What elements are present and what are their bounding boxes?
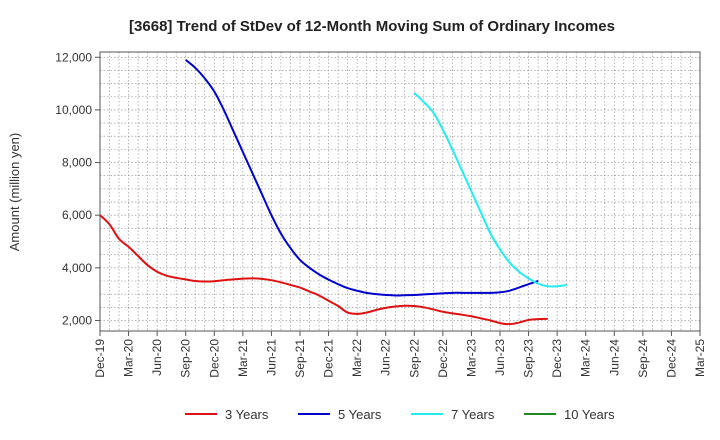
y-tick-label: 6,000	[62, 208, 92, 222]
legend-label-3: 7 Years	[451, 407, 495, 422]
x-tick-label: Dec-21	[322, 339, 336, 378]
series-line-1	[99, 214, 548, 326]
x-tick-label: Mar-23	[464, 339, 478, 377]
series-line-2	[185, 59, 539, 297]
x-tick-label: Jun-20	[150, 339, 164, 376]
y-tick-label: 10,000	[55, 103, 92, 117]
y-axis-label: Amount (million yen)	[7, 133, 22, 252]
x-tick-label: Dec-19	[93, 339, 107, 378]
x-tick-label: Mar-24	[579, 339, 593, 377]
x-tick-label: Mar-21	[236, 339, 250, 377]
x-tick-label: Mar-25	[693, 339, 707, 377]
chart-title: [3668] Trend of StDev of 12-Month Moving…	[129, 18, 615, 35]
x-tick-label: Sep-21	[293, 339, 307, 378]
x-tick-label: Sep-22	[407, 339, 421, 378]
plot-area: 2,000 4,000 6,000 8,000 10,000 12,000 Dec-19 Ma…	[55, 50, 707, 377]
x-tick-label: Dec-23	[550, 339, 564, 378]
y-tick-label: 8,000	[62, 156, 92, 170]
y-tick-label: 2,000	[62, 313, 92, 327]
x-tick-label: Dec-20	[207, 339, 221, 378]
x-tick-label: Mar-22	[350, 339, 364, 377]
x-tick-label: Jun-24	[607, 339, 621, 376]
x-tick-label: Jun-21	[264, 339, 278, 376]
x-tick-label: Jun-23	[493, 339, 507, 376]
x-tick-label: Sep-24	[636, 339, 650, 378]
series-line-3	[413, 92, 567, 288]
x-tick-label: Sep-20	[179, 339, 193, 378]
plot-background	[100, 52, 700, 331]
y-tick-label: 4,000	[62, 261, 92, 275]
legend: 3 Years 5 Years 7 Years 10 Years	[185, 407, 615, 422]
y-tick-label: 12,000	[55, 50, 92, 64]
legend-label-2: 5 Years	[338, 407, 382, 422]
x-tick-label: Dec-24	[664, 339, 678, 378]
x-tick-label: Mar-20	[122, 339, 136, 377]
x-tick-label: Jun-22	[379, 339, 393, 376]
legend-label-4: 10 Years	[564, 407, 615, 422]
x-tick-label: Sep-23	[522, 339, 536, 378]
plot-frame	[99, 51, 701, 332]
legend-label-1: 3 Years	[225, 407, 269, 422]
x-tick-label: Dec-22	[436, 339, 450, 378]
